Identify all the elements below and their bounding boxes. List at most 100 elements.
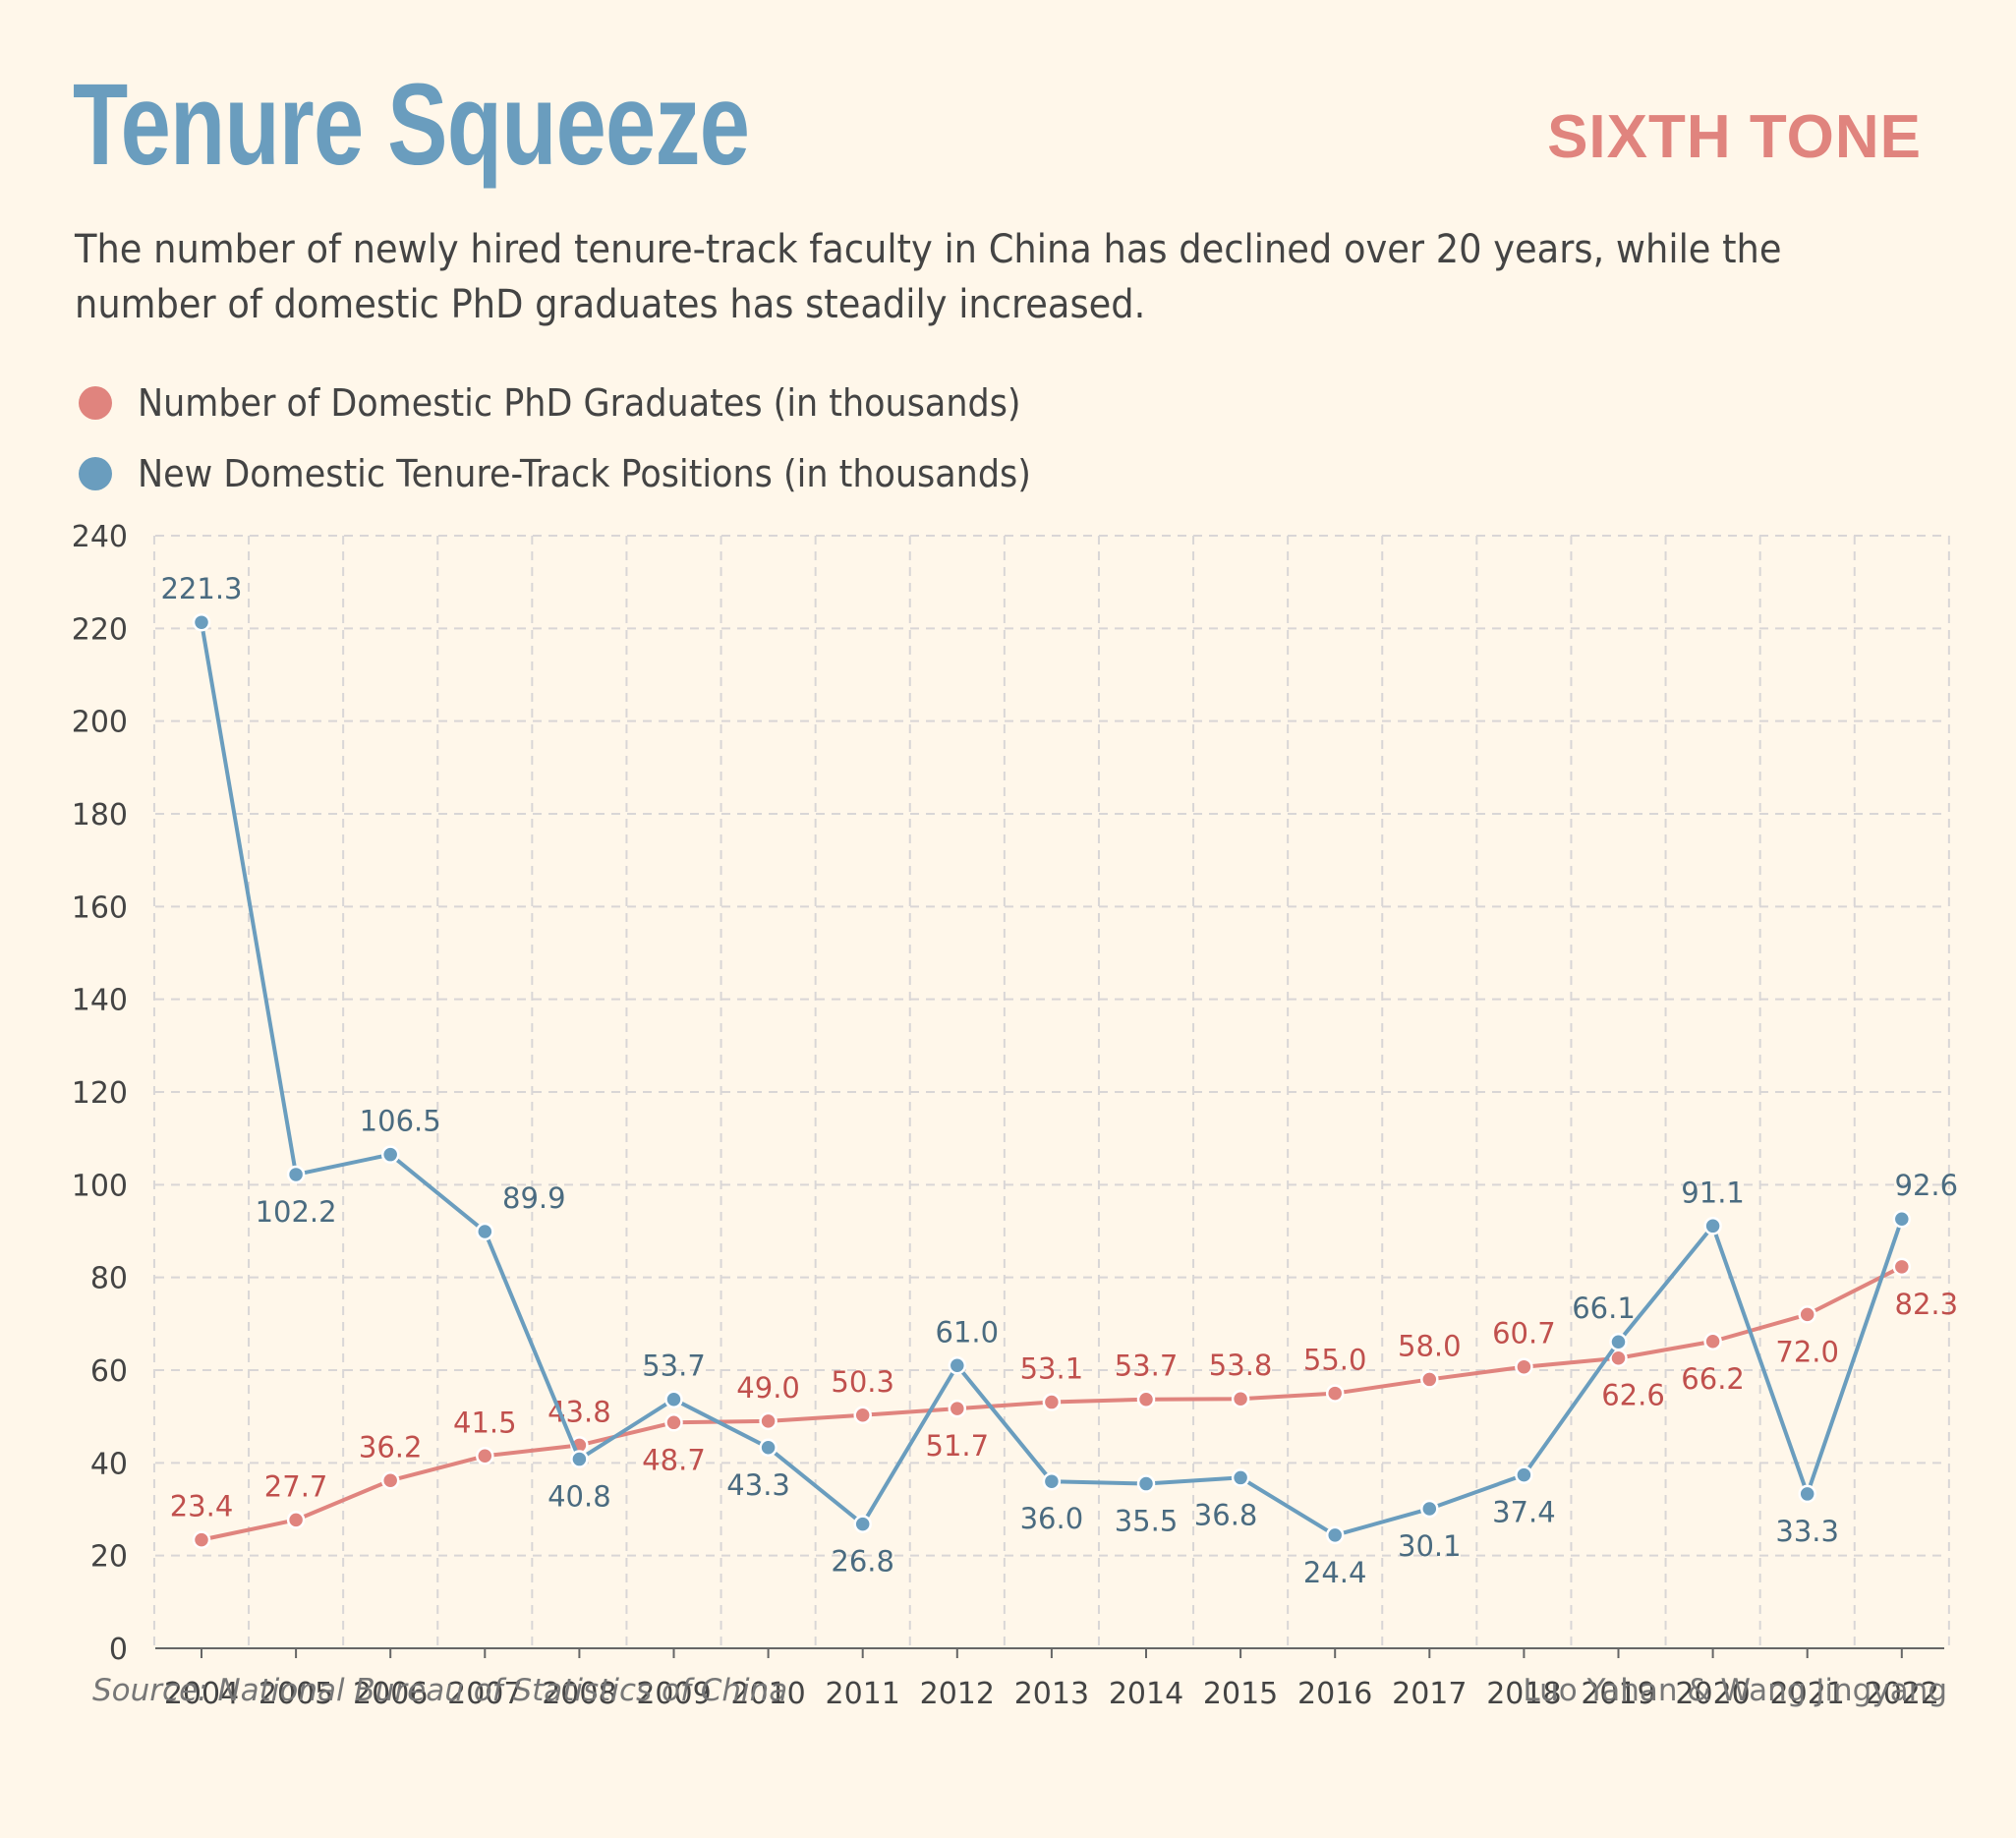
gridlines bbox=[152, 535, 1950, 1648]
data-label: 30.1 bbox=[1398, 1529, 1462, 1563]
data-point bbox=[664, 1390, 683, 1408]
data-point bbox=[948, 1356, 967, 1375]
y-tick-label: 220 bbox=[72, 612, 128, 647]
data-point bbox=[476, 1447, 494, 1465]
data-point bbox=[1892, 1257, 1912, 1277]
data-label: 82.3 bbox=[1895, 1288, 1959, 1321]
x-tick-label: 2009 bbox=[636, 1677, 711, 1711]
data-label: 36.8 bbox=[1194, 1498, 1258, 1531]
data-label: 60.7 bbox=[1492, 1317, 1556, 1350]
data-label: 27.7 bbox=[264, 1469, 328, 1503]
y-tick-label: 140 bbox=[72, 984, 128, 1018]
data-label: 106.5 bbox=[360, 1105, 441, 1138]
data-label: 51.7 bbox=[926, 1429, 990, 1463]
source-note: Source: National Bureau of Statistics of… bbox=[92, 1673, 788, 1708]
x-tick-label: 2008 bbox=[542, 1677, 616, 1711]
data-point bbox=[380, 1471, 400, 1490]
data-label: 91.1 bbox=[1681, 1176, 1745, 1209]
y-tick-label: 240 bbox=[72, 520, 128, 554]
data-point bbox=[1231, 1468, 1250, 1487]
legend-dot-phd-icon bbox=[79, 386, 112, 420]
chart-subtitle: The number of newly hired tenure-track f… bbox=[75, 227, 1782, 327]
data-label: 53.7 bbox=[1115, 1350, 1179, 1383]
data-point bbox=[1892, 1209, 1912, 1229]
data-label: 36.2 bbox=[359, 1430, 423, 1464]
data-label: 24.4 bbox=[1303, 1556, 1367, 1589]
y-tick-label: 200 bbox=[72, 706, 128, 740]
data-label: 221.3 bbox=[160, 572, 242, 605]
data-point bbox=[1420, 1370, 1439, 1389]
data-label: 35.5 bbox=[1115, 1505, 1179, 1538]
data-label: 36.0 bbox=[1020, 1502, 1084, 1535]
data-point bbox=[1325, 1525, 1345, 1545]
data-point bbox=[380, 1145, 400, 1164]
x-tick-label: 2015 bbox=[1203, 1677, 1278, 1711]
data-label: 49.0 bbox=[736, 1371, 800, 1405]
data-point bbox=[1420, 1499, 1439, 1519]
y-tick-label: 40 bbox=[90, 1447, 128, 1481]
data-label: 72.0 bbox=[1775, 1335, 1839, 1368]
data-label: 61.0 bbox=[936, 1315, 1000, 1349]
legend-label-tenure: New Domestic Tenure-Track Positions (in … bbox=[138, 452, 1031, 495]
series-phd-graduates: 23.4 27.7 36.2 41.5 43.8 48.7 49.0 50.3 51.7 53.1… bbox=[170, 1257, 1959, 1549]
data-point bbox=[1703, 1217, 1722, 1235]
x-tick-label: 2018 bbox=[1486, 1677, 1561, 1711]
data-label: 55.0 bbox=[1303, 1344, 1367, 1377]
x-tick-label: 2014 bbox=[1109, 1677, 1183, 1711]
data-label: 40.8 bbox=[547, 1480, 611, 1514]
y-tick-label: 180 bbox=[72, 798, 128, 833]
data-label: 53.8 bbox=[1209, 1349, 1273, 1382]
data-point bbox=[948, 1399, 967, 1418]
data-label: 48.7 bbox=[642, 1443, 706, 1476]
data-label: 33.3 bbox=[1775, 1515, 1839, 1548]
data-label: 50.3 bbox=[831, 1365, 894, 1399]
data-point bbox=[1515, 1465, 1533, 1484]
y-tick-label: 100 bbox=[72, 1169, 128, 1203]
y-tick-label: 60 bbox=[90, 1354, 128, 1389]
data-point bbox=[1798, 1305, 1816, 1324]
x-tick-label: 2012 bbox=[920, 1677, 995, 1711]
data-point bbox=[1325, 1384, 1345, 1403]
data-point bbox=[1609, 1332, 1628, 1351]
data-label: 102.2 bbox=[256, 1195, 337, 1229]
data-label: 43.3 bbox=[726, 1468, 790, 1502]
data-label: 41.5 bbox=[453, 1406, 517, 1439]
y-tick-label: 20 bbox=[90, 1540, 128, 1575]
data-label: 26.8 bbox=[831, 1545, 894, 1579]
data-point bbox=[853, 1406, 872, 1425]
x-tick-label: 2011 bbox=[826, 1677, 900, 1711]
data-label: 23.4 bbox=[170, 1490, 234, 1523]
legend-item-phd: Number of Domestic PhD Graduates (in tho… bbox=[79, 368, 1109, 438]
data-point bbox=[1231, 1389, 1250, 1408]
data-label: 53.1 bbox=[1020, 1352, 1084, 1386]
x-tick-label: 2010 bbox=[730, 1677, 805, 1711]
legend-item-tenure: New Domestic Tenure-Track Positions (in … bbox=[79, 438, 1109, 509]
legend: Number of Domestic PhD Graduates (in tho… bbox=[79, 368, 1109, 509]
data-point bbox=[1042, 1471, 1062, 1491]
data-label: 53.7 bbox=[642, 1350, 706, 1383]
data-label: 66.1 bbox=[1572, 1292, 1636, 1325]
data-point bbox=[1136, 1474, 1156, 1493]
data-point bbox=[759, 1438, 778, 1458]
data-point bbox=[759, 1411, 778, 1431]
x-tick-label: 2013 bbox=[1014, 1677, 1089, 1711]
y-tick-label: 80 bbox=[90, 1262, 128, 1296]
data-label: 58.0 bbox=[1398, 1329, 1462, 1362]
data-point bbox=[664, 1413, 683, 1432]
y-tick-label: 160 bbox=[72, 890, 128, 925]
x-tick-label: 2021 bbox=[1770, 1677, 1845, 1711]
series-tenure-positions: 221.3 102.2 106.5 89.9 40.8 53.7 43.3 26.8 61.0 3… bbox=[160, 572, 1958, 1589]
chart-title: Tenure Squeeze bbox=[73, 60, 750, 190]
x-tick-label: 2020 bbox=[1675, 1677, 1750, 1711]
data-point bbox=[192, 612, 211, 632]
data-point bbox=[1136, 1390, 1156, 1408]
x-tick-label: 2016 bbox=[1297, 1677, 1372, 1711]
y-tick-label: 120 bbox=[72, 1076, 128, 1111]
legend-dot-tenure-icon bbox=[79, 457, 112, 490]
x-tick-label: 2017 bbox=[1392, 1677, 1467, 1711]
data-point bbox=[476, 1222, 494, 1241]
data-label: 66.2 bbox=[1681, 1362, 1745, 1396]
x-tick-label: 2004 bbox=[164, 1677, 239, 1711]
data-point bbox=[1703, 1332, 1722, 1351]
